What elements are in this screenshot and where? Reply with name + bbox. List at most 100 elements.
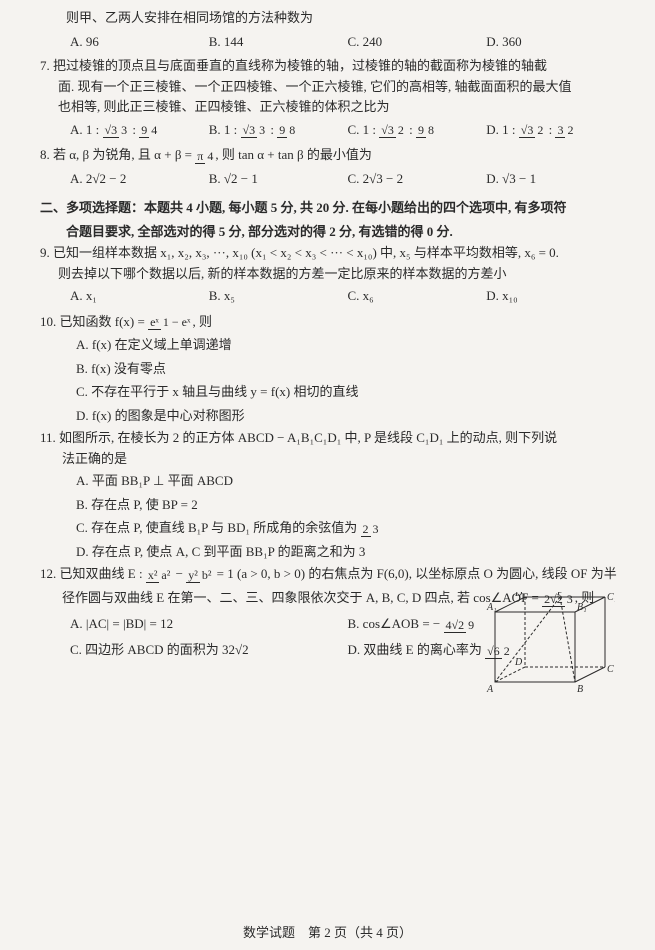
q7-a-sep: : (129, 122, 139, 137)
q8-b: , 则 tan α + tan β 的最小值为 (215, 147, 372, 162)
q7-b-pre: B. 1 : (209, 122, 241, 137)
q8-a: 若 α, β 为锐角, 且 α + β = (53, 147, 195, 162)
q10-opt-a: A. f(x) 在定义域上单调递增 (76, 335, 625, 355)
q9-opt-a: A. x₁ (70, 286, 209, 306)
cube-figure: A₁ B₁ C₁ D₁ P A B C D (485, 592, 615, 702)
q6-opt-c: C. 240 (348, 32, 487, 52)
q12-b-text: B. cos∠AOB = − (348, 616, 444, 631)
q7-text1: 把过棱锥的顶点且与底面垂直的直线称为棱锥的轴，过棱锥的轴的截面称为棱锥的轴截 (53, 58, 547, 73)
q7-opt-a: A. 1 : √33 : 94 (70, 120, 209, 140)
q7-c-d1: 2 (396, 123, 406, 137)
q11-c-text: C. 存在点 P, 使直线 B₁P 与 BD₁ 所成角的余弦值为 (76, 520, 361, 535)
cube-label-p: P (556, 592, 563, 598)
q7-d-d2: 2 (565, 123, 575, 137)
q11-l1: 11. 如图所示, 在棱长为 2 的正方体 ABCD − A₁B₁C₁D₁ 中,… (40, 429, 625, 447)
q7-b-d2: 8 (287, 123, 297, 137)
q11-c-d: 3 (371, 522, 381, 536)
q7-l1: 7. 把过棱锥的顶点且与底面垂直的直线称为棱锥的轴，过棱锥的轴的截面称为棱锥的轴… (40, 57, 625, 75)
q7-c-n1: √3 (379, 123, 396, 138)
q7-c-pre: C. 1 : (348, 122, 380, 137)
q12-f2d: b² (200, 568, 214, 582)
q12-f1n: x² (146, 568, 160, 583)
q7-b-n1: √3 (241, 123, 258, 138)
q11-opt-d: D. 存在点 P, 使点 A, C 到平面 BB₁P 的距离之和为 3 (76, 542, 470, 562)
q9-num: 9. (40, 244, 50, 262)
q12-b-d: 9 (466, 618, 476, 632)
q11-text1: 如图所示, 在棱长为 2 的正方体 ABCD − A₁B₁C₁D₁ 中, P 是… (59, 430, 557, 445)
q11-opt-a: A. 平面 BB₁P ⊥ 平面 ABCD (76, 471, 470, 491)
q7-d-n1: √3 (519, 123, 536, 138)
q7-b-d1: 3 (257, 123, 267, 137)
q9-text1: 已知一组样本数据 x₁, x₂, x₃, ···, x₁₀ (x₁ < x₂ <… (53, 245, 559, 260)
q7-a-pre: A. 1 : (70, 122, 103, 137)
q8-opt-c: C. 2√3 − 2 (348, 169, 487, 189)
q7-c-sep: : (406, 122, 416, 137)
q6-opt-b: B. 144 (209, 32, 348, 52)
cube-label-a1: A₁ (486, 602, 497, 613)
q12-opt-c: C. 四边形 ABCD 的面积为 32√2 (70, 640, 348, 660)
cube-label-b1: B₁ (577, 602, 587, 613)
q8-opt-b: B. √2 − 1 (209, 169, 348, 189)
q6-opt-a: A. 96 (70, 32, 209, 52)
q11-c-n: 2 (361, 522, 371, 537)
q11-opt-c: C. 存在点 P, 使直线 B₁P 与 BD₁ 所成角的余弦值为 23 (76, 518, 470, 538)
q10-num: 10. (40, 312, 56, 332)
q7-d-d1: 2 (535, 123, 545, 137)
q7-choices: A. 1 : √33 : 94 B. 1 : √33 : 98 C. 1 : √… (70, 120, 625, 140)
q12-b-n: 4√2 (444, 618, 467, 633)
q6-stem-cont: 则甲、乙两人安排在相同场馆的方法种数为 (40, 8, 625, 28)
q10-opt-c: C. 不存在平行于 x 轴且与曲线 y = f(x) 相切的直线 (76, 382, 625, 402)
q8-choices: A. 2√2 − 2 B. √2 − 1 C. 2√3 − 2 D. √3 − … (70, 169, 625, 189)
cube-label-d1: D₁ (514, 592, 526, 599)
q7-opt-d: D. 1 : √32 : 32 (486, 120, 625, 140)
cube-label-b: B (577, 684, 583, 695)
q11-opt-b: B. 存在点 P, 使 BP = 2 (76, 495, 470, 515)
q7-a-n1: √3 (103, 123, 120, 138)
q7-a-d1: 3 (119, 123, 129, 137)
cube-label-d: D (514, 657, 523, 668)
q6-opt-d: D. 360 (486, 32, 625, 52)
q11-options: A. 平面 BB₁P ⊥ 平面 ABCD B. 存在点 P, 使 BP = 2 … (40, 471, 470, 561)
q8-opt-a: A. 2√2 − 2 (70, 169, 209, 189)
q8-num: 8. (40, 145, 50, 165)
q11-l2: 法正确的是 (62, 450, 625, 468)
q9-opt-b: B. x₅ (209, 286, 348, 306)
q7-c-d2: 8 (426, 123, 436, 137)
q10-opt-b: B. f(x) 没有零点 (76, 359, 625, 379)
q12-d-text: D. 双曲线 E 的离心率为 (348, 642, 486, 657)
q7-a-n2: 9 (139, 123, 149, 138)
q7-num: 7. (40, 57, 50, 75)
q6-choices: A. 96 B. 144 C. 240 D. 360 (70, 32, 625, 52)
q7-b-n2: 9 (277, 123, 287, 138)
q7-c-n2: 9 (416, 123, 426, 138)
q7-d-pre: D. 1 : (486, 122, 519, 137)
q11-num: 11. (40, 429, 56, 447)
q10-stem: 10. 已知函数 f(x) = eˣ1 − eˣ, 则 (40, 312, 625, 332)
section2-title2: 合题目要求, 全部选对的得 5 分, 部分选对的得 2 分, 有选错的得 0 分… (66, 222, 625, 242)
page-footer: 数学试题 第 2 页（共 4 页） (0, 923, 655, 943)
q8-pi-d: 4 (205, 149, 215, 163)
q8-opt-d: D. √3 − 1 (486, 169, 625, 189)
q7-a-d2: 4 (149, 123, 159, 137)
q8-pi-n: π (195, 149, 205, 164)
q10-frac-n: eˣ (148, 315, 161, 330)
q7-d-sep: : (545, 122, 555, 137)
q7-opt-b: B. 1 : √33 : 98 (209, 120, 348, 140)
q9-l1: 9. 已知一组样本数据 x₁, x₂, x₃, ···, x₁₀ (x₁ < x… (40, 244, 625, 262)
section2-title: 二、多项选择题：本题共 4 小题, 每小题 5 分, 共 20 分. 在每小题给… (40, 198, 625, 218)
q10-a: 已知函数 f(x) = (60, 314, 149, 329)
q12-l2a: 径作圆与双曲线 E 在第一、二、三、四象限依次交于 A, B, C, D 四点,… (62, 590, 542, 605)
q9-opt-c: C. x₆ (348, 286, 487, 306)
q9-l2: 则去掉以下哪个数据以后, 新的样本数据的方差一定比原来的样本数据的方差小 (58, 265, 625, 283)
q7-opt-c: C. 1 : √32 : 98 (348, 120, 487, 140)
q12-l1b: = 1 (a > 0, b > 0) 的右焦点为 F(6,0), 以坐标原点 O… (213, 566, 616, 581)
q10-opt-d: D. f(x) 的图象是中心对称图形 (76, 406, 625, 426)
cube-label-c1: C₁ (607, 592, 615, 603)
q7-d-n2: 3 (555, 123, 565, 138)
q9-choices: A. x₁ B. x₅ C. x₆ D. x₁₀ (70, 286, 625, 306)
q7-l3: 也相等, 则此正三棱锥、正四棱锥、正六棱锥的体积之比为 (58, 98, 625, 116)
q7-l2: 面. 现有一个正三棱锥、一个正四棱锥、一个正六棱锥, 它们的高相等, 轴截面面积… (58, 78, 625, 96)
q7-b-sep: : (267, 122, 277, 137)
q12-l1a: 已知双曲线 E : (60, 566, 146, 581)
q10-frac-d: 1 − eˣ (161, 315, 193, 329)
